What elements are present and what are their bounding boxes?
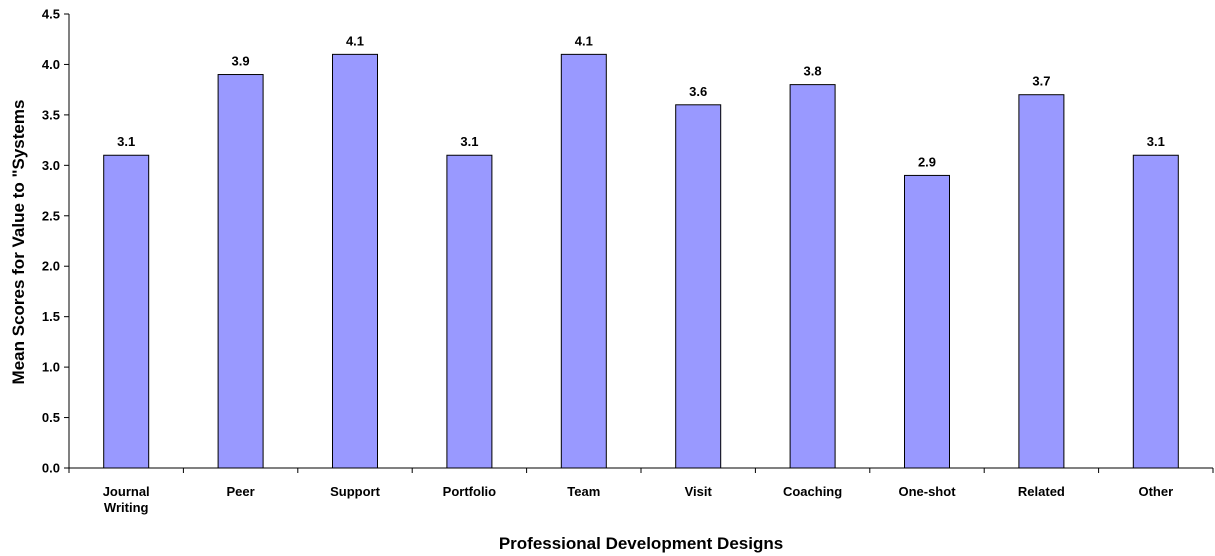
x-tick-label: Other (1138, 484, 1173, 499)
data-label: 3.7 (1032, 74, 1050, 89)
data-label: 3.1 (117, 134, 135, 149)
x-tick-label-line: Team (567, 484, 600, 499)
x-tick-label-line: Related (1018, 484, 1065, 499)
x-tick-label: Support (330, 484, 380, 499)
x-tick-label-line: Journal (103, 484, 150, 499)
bar (1132, 154, 1179, 469)
bars-group (103, 53, 1179, 469)
x-tick-label: Team (567, 484, 600, 499)
bar (217, 74, 264, 469)
x-tick-label: One-shot (898, 484, 956, 499)
y-tick-label: 4.5 (42, 7, 60, 22)
bar (560, 53, 607, 469)
y-tick-label: 4.0 (42, 57, 60, 72)
y-tick-label: 2.5 (42, 208, 60, 223)
y-tick-label: 3.0 (42, 158, 60, 173)
bar (789, 84, 836, 469)
y-tick-label: 2.0 (42, 259, 60, 274)
data-label: 3.8 (804, 64, 822, 79)
y-tick-label: 0.0 (42, 461, 60, 476)
x-tick-label-line: Visit (685, 484, 713, 499)
y-axis-title: Mean Scores for Value to "Systems (9, 100, 28, 385)
x-axis-title: Professional Development Designs (499, 534, 783, 553)
y-tick-label: 3.5 (42, 107, 60, 122)
data-label: 2.9 (918, 154, 936, 169)
x-tick-label-line: Other (1138, 484, 1173, 499)
x-tick-label-line: Coaching (783, 484, 842, 499)
data-label: 4.1 (575, 33, 593, 48)
x-tick-label: Journal Writing (103, 484, 150, 515)
bar (103, 154, 150, 469)
bar (446, 154, 493, 469)
x-tick-label: Coaching (783, 484, 842, 499)
x-axis: Journal Writing Peer Support Portfolio Team Vi… (68, 467, 1214, 515)
bar (675, 104, 722, 469)
x-tick-label: Peer (226, 484, 254, 499)
y-tick-label: 0.5 (42, 410, 60, 425)
bar (332, 53, 378, 469)
x-tick-label-line: Peer (226, 484, 254, 499)
data-label: 4.1 (346, 33, 364, 48)
data-label: 3.1 (460, 134, 478, 149)
y-tick-label: 1.5 (42, 309, 60, 324)
y-axis: 0.0 0.5 1.0 1.5 2.0 2.5 3.0 3.5 4.0 4.5 (42, 7, 70, 476)
data-label: 3.6 (689, 84, 707, 99)
x-tick-label: Related (1018, 484, 1065, 499)
x-tick-label-line: Portfolio (443, 484, 496, 499)
data-labels-group: 3.1 3.9 4.1 3.1 4.1 3.6 3.8 2.9 3.7 3.1 (117, 33, 1165, 169)
x-tick-label: Portfolio (443, 484, 496, 499)
y-tick-label: 1.0 (42, 360, 60, 375)
data-label: 3.1 (1147, 134, 1165, 149)
x-tick-label-line: Writing (104, 500, 149, 515)
x-tick-label: Visit (685, 484, 713, 499)
x-tick-label-line: One-shot (898, 484, 956, 499)
data-label: 3.9 (232, 54, 250, 69)
x-tick-label-line: Support (330, 484, 380, 499)
bar (1018, 94, 1065, 469)
bar (904, 174, 950, 469)
